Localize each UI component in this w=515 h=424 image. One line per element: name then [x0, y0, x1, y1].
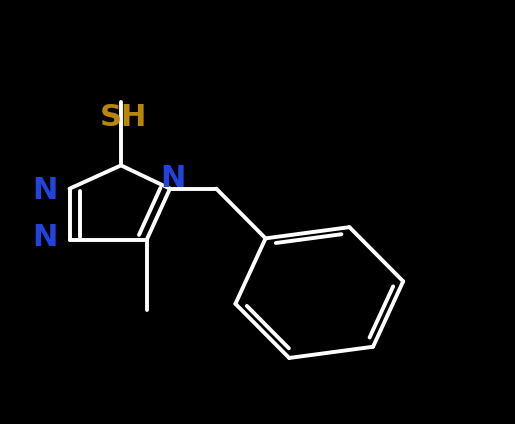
- Text: N: N: [32, 176, 58, 205]
- Text: SH: SH: [100, 103, 147, 132]
- Text: N: N: [160, 164, 185, 192]
- Text: N: N: [32, 223, 58, 252]
